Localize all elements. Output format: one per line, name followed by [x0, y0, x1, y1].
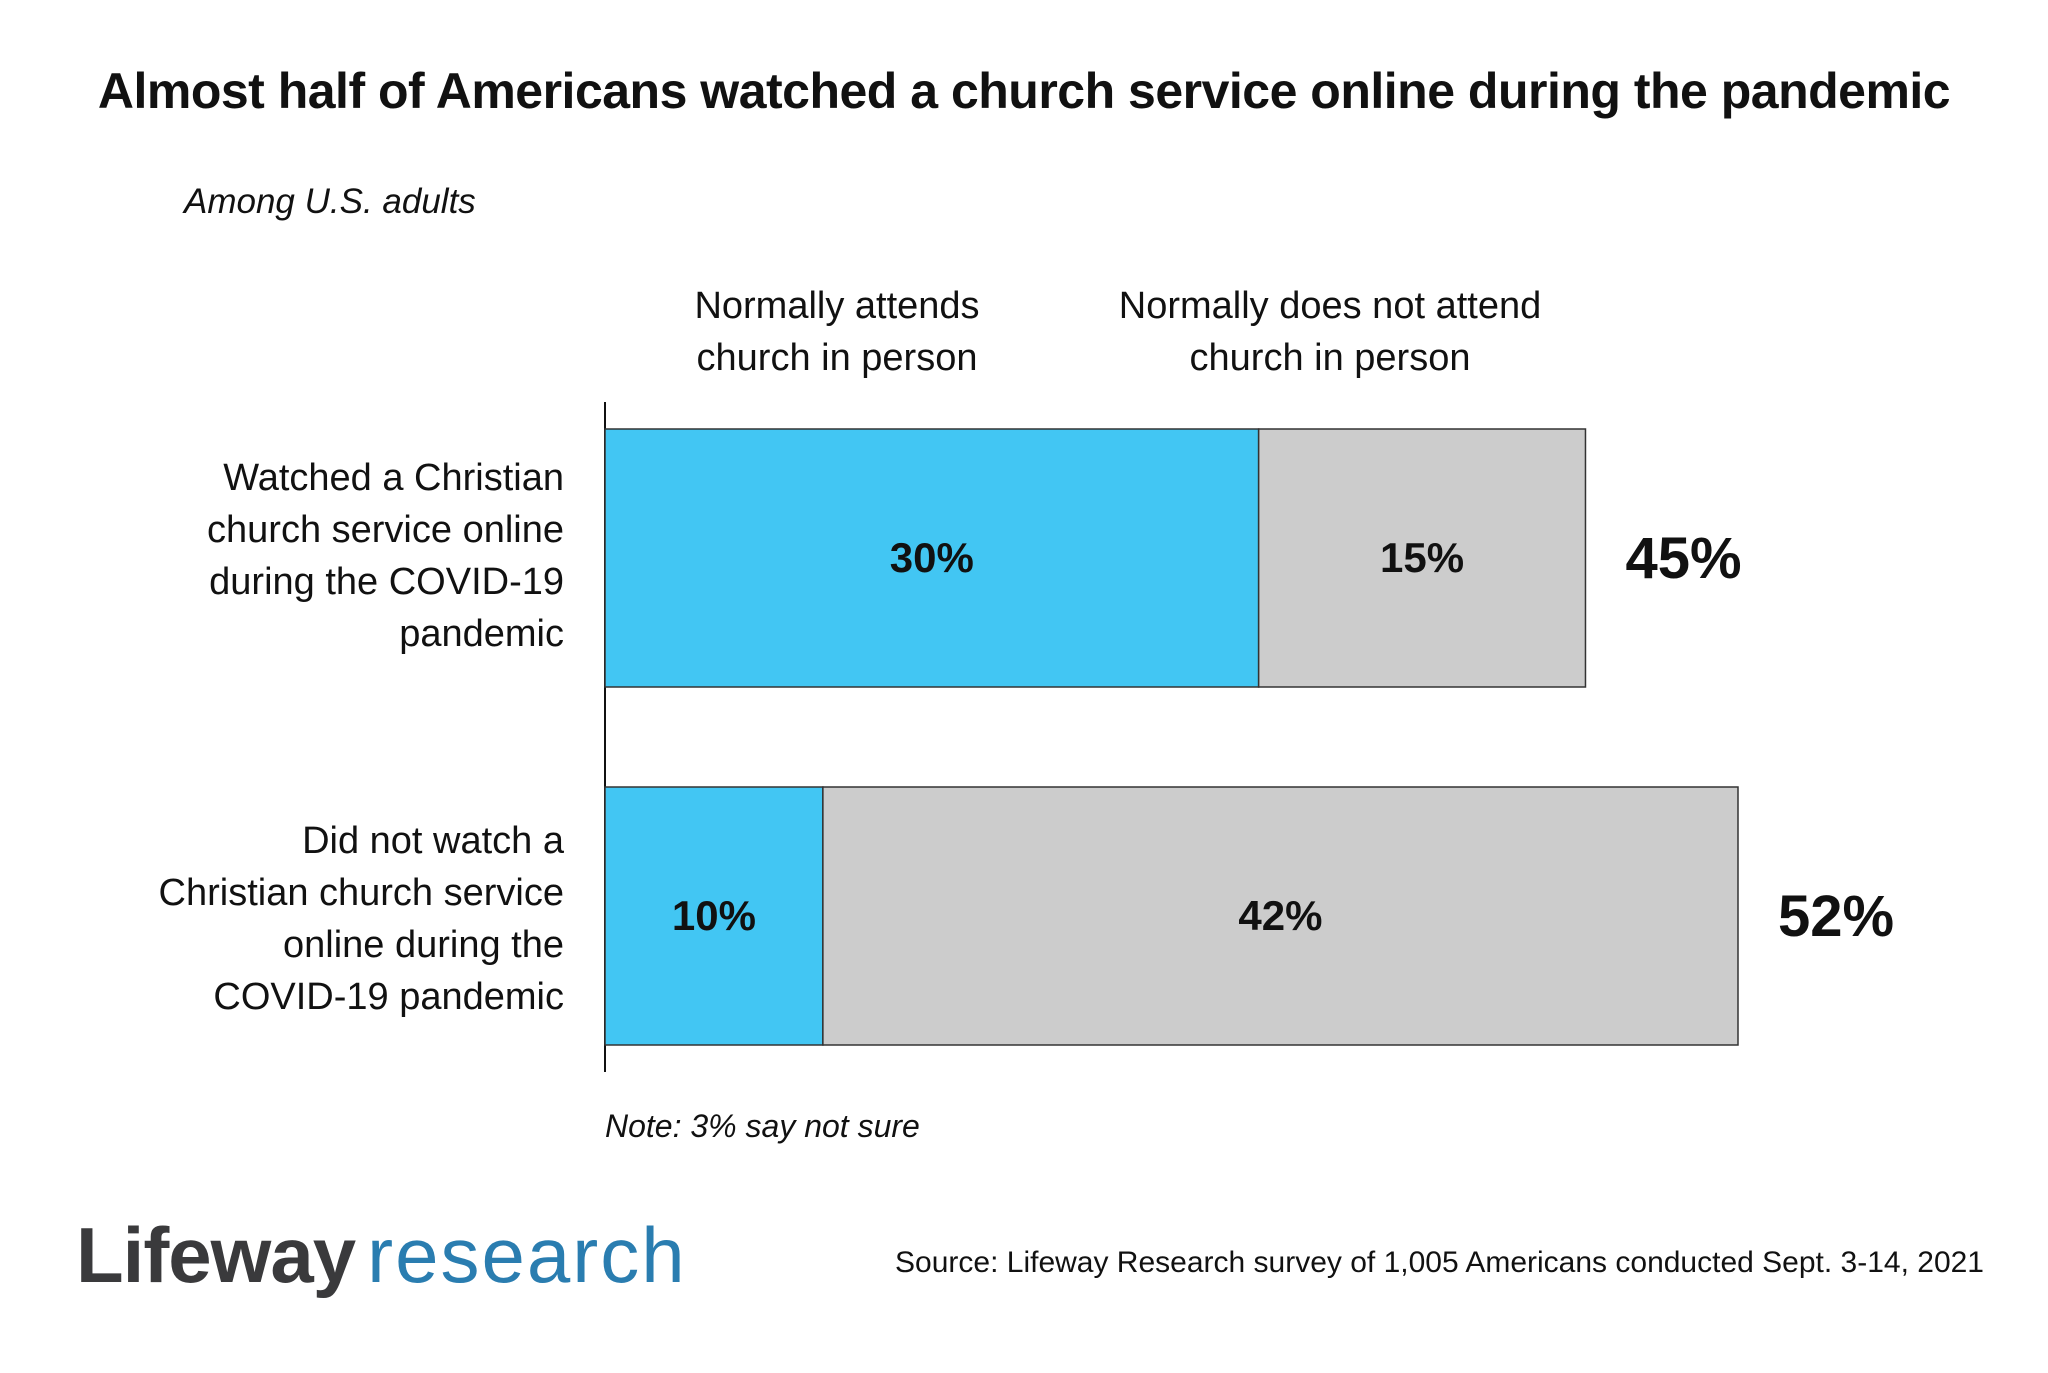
bar-segment-0-0 [604, 428, 1260, 688]
segment-label-0-1: 15% [1380, 534, 1464, 581]
bar-segment-0-1 [1257, 428, 1587, 688]
category-did-not-watch-line-1: Did not watch a [302, 820, 564, 862]
legend-not-attend-line-1: Normally does not attend [1118, 285, 1542, 327]
category-watched-line-1: Watched a Christian [223, 457, 564, 499]
chart-subtitle: Among U.S. adults [184, 182, 476, 221]
total-label-1: 52% [1778, 884, 1894, 949]
source-text: Source: Lifeway Research survey of 1,005… [895, 1246, 1984, 1279]
category-label-did-not-watch: Did not watch a Christian church service… [44, 815, 564, 1023]
chart-note: Note: 3% say not sure [605, 1108, 920, 1144]
legend-not-attend-line-2: church in person [1189, 337, 1471, 379]
category-watched-line-3: during the COVID-19 [209, 561, 564, 603]
category-did-not-watch-line-2: Christian church service [158, 872, 564, 914]
bars-group: 30% 15% 45% 10% 42% 52% [604, 428, 1894, 1046]
legend-attends-in-person: Normally attends church in person [577, 280, 1097, 384]
chart-title: Almost half of Americans watched a churc… [97, 63, 1951, 119]
category-did-not-watch-line-4: COVID-19 pandemic [213, 976, 564, 1018]
category-watched-line-2: church service online [207, 509, 564, 551]
total-label-0: 45% [1625, 526, 1741, 591]
category-watched-line-4: pandemic [399, 613, 564, 655]
logo-wordmark-lifeway: Lifeway [76, 1211, 356, 1299]
category-label-watched: Watched a Christian church service onlin… [44, 452, 564, 660]
lifeway-research-logo: Lifeway research [76, 1210, 687, 1301]
legend-attends-line-1: Normally attends [694, 285, 980, 327]
bar-segment-1-1 [822, 786, 1739, 1046]
segment-label-1-1: 42% [1238, 892, 1322, 939]
logo-wordmark-research: research [367, 1211, 687, 1299]
segment-label-0-0: 30% [890, 534, 974, 581]
category-did-not-watch-line-3: online during the [283, 924, 564, 966]
segment-label-1-0: 10% [672, 892, 756, 939]
legend-does-not-attend: Normally does not attend church in perso… [1070, 280, 1590, 384]
bar-segment-1-0 [604, 786, 824, 1046]
legend-attends-line-2: church in person [696, 337, 978, 379]
